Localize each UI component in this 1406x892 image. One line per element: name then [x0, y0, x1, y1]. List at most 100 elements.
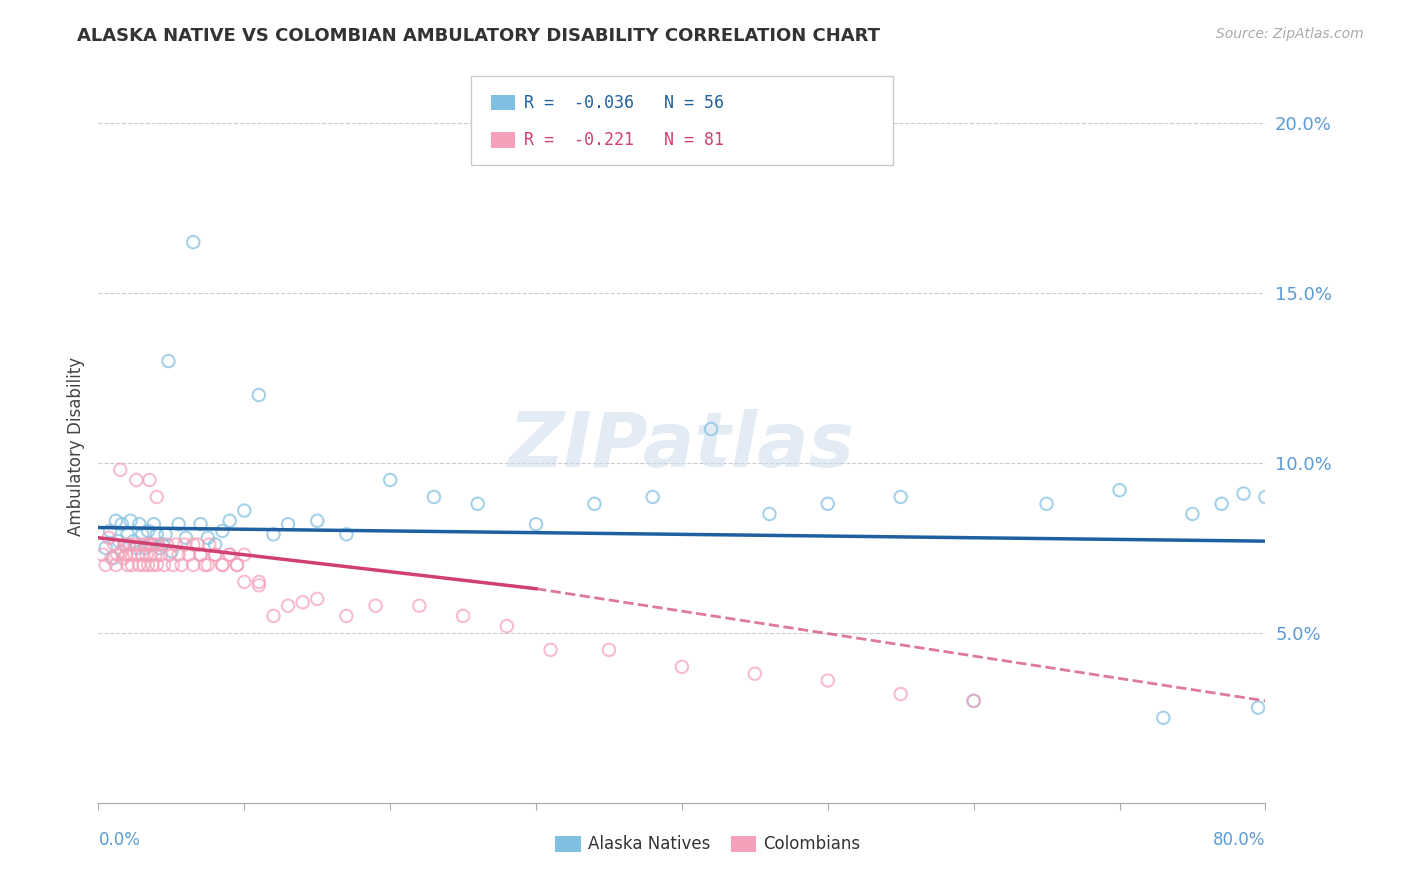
Point: [226, 558, 249, 572]
Point: [149, 541, 172, 555]
Point: [103, 537, 125, 551]
Point: [165, 537, 187, 551]
Text: R =  -0.221   N = 81: R = -0.221 N = 81: [524, 131, 724, 149]
Point: [117, 558, 139, 572]
Point: [124, 537, 146, 551]
Point: [247, 578, 270, 592]
Point: [104, 558, 127, 572]
Point: [1247, 700, 1270, 714]
Point: [700, 422, 723, 436]
Point: [890, 687, 912, 701]
Point: [204, 548, 226, 562]
Point: [187, 537, 209, 551]
Point: [101, 551, 124, 566]
Point: [1211, 497, 1233, 511]
Point: [136, 524, 159, 538]
Text: 80.0%: 80.0%: [1213, 831, 1265, 849]
Point: [94, 558, 117, 572]
Point: [218, 514, 240, 528]
Point: [204, 548, 226, 562]
Point: [641, 490, 664, 504]
Point: [97, 531, 120, 545]
Point: [114, 537, 136, 551]
Point: [142, 537, 165, 551]
Point: [233, 503, 256, 517]
Point: [114, 537, 136, 551]
Point: [218, 548, 240, 562]
Text: ALASKA NATIVE VS COLOMBIAN AMBULATORY DISABILITY CORRELATION CHART: ALASKA NATIVE VS COLOMBIAN AMBULATORY DI…: [77, 27, 880, 45]
Point: [122, 534, 145, 549]
Point: [197, 558, 219, 572]
Point: [817, 673, 839, 688]
Point: [1035, 497, 1057, 511]
Point: [160, 544, 183, 558]
Point: [129, 537, 152, 551]
Point: [117, 527, 139, 541]
Point: [148, 537, 170, 551]
Point: [128, 558, 150, 572]
Point: [496, 619, 519, 633]
Point: [190, 548, 212, 562]
Point: [128, 517, 150, 532]
Point: [817, 497, 839, 511]
Point: [127, 548, 149, 562]
Point: [262, 527, 284, 541]
Point: [173, 537, 195, 551]
Point: [111, 544, 134, 558]
Point: [177, 548, 200, 562]
Point: [197, 531, 219, 545]
Point: [307, 591, 329, 606]
Text: 0.0%: 0.0%: [98, 831, 141, 849]
Point: [408, 599, 430, 613]
Point: [131, 548, 153, 562]
Text: Colombians: Colombians: [763, 835, 860, 853]
Text: Alaska Natives: Alaska Natives: [588, 835, 710, 853]
Point: [247, 388, 270, 402]
Point: [335, 608, 357, 623]
Point: [423, 490, 446, 504]
Point: [1232, 486, 1254, 500]
Point: [174, 531, 197, 545]
Point: [1254, 490, 1277, 504]
Point: [139, 537, 162, 551]
Point: [125, 541, 148, 555]
Point: [125, 473, 148, 487]
Y-axis label: Ambulatory Disability: Ambulatory Disability: [66, 357, 84, 535]
Point: [291, 595, 314, 609]
Point: [890, 490, 912, 504]
Point: [167, 548, 190, 562]
Point: [115, 548, 138, 562]
Point: [104, 514, 127, 528]
Point: [262, 608, 284, 623]
Point: [134, 537, 156, 551]
Point: [98, 524, 121, 538]
Point: [135, 548, 157, 562]
Point: [108, 534, 131, 549]
Point: [132, 558, 155, 572]
Point: [146, 490, 169, 504]
Point: [155, 527, 177, 541]
Point: [540, 643, 562, 657]
Point: [758, 507, 780, 521]
Point: [138, 537, 160, 551]
Point: [247, 574, 270, 589]
Point: [141, 558, 163, 572]
Point: [153, 558, 176, 572]
Point: [121, 558, 143, 572]
Point: [198, 537, 221, 551]
Point: [91, 548, 114, 562]
Point: [451, 608, 474, 623]
Point: [156, 537, 179, 551]
Point: [307, 514, 329, 528]
Point: [671, 660, 693, 674]
Point: [1181, 507, 1204, 521]
Point: [335, 527, 357, 541]
Point: [111, 517, 134, 532]
Point: [170, 558, 193, 572]
Point: [211, 558, 233, 572]
Point: [146, 527, 169, 541]
Text: R =  -0.036   N = 56: R = -0.036 N = 56: [524, 94, 724, 112]
Point: [233, 574, 256, 589]
Point: [962, 694, 984, 708]
Point: [277, 599, 299, 613]
